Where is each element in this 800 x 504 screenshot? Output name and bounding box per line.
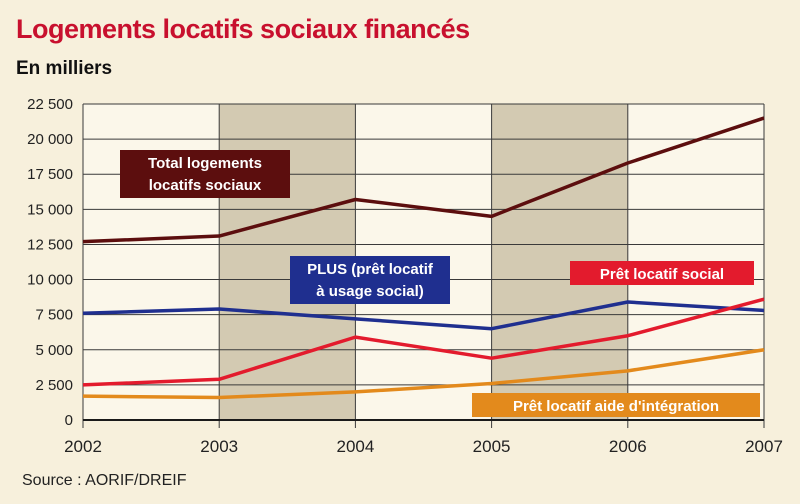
series-label-text: Prêt locatif social bbox=[600, 266, 724, 283]
series-label-box-1 bbox=[290, 256, 450, 304]
series-line-3 bbox=[82, 348, 765, 400]
y-axis-unit-label: En milliers bbox=[16, 58, 113, 79]
series-label-text: Total logements bbox=[148, 155, 262, 172]
series-line-0 bbox=[82, 116, 765, 244]
series-label-text: PLUS (prêt locatif bbox=[307, 261, 434, 278]
series-label-text: à usage social) bbox=[316, 283, 424, 300]
source-note: Source : AORIF/DREIF bbox=[22, 472, 187, 489]
y-tick-label: 12 500 bbox=[27, 236, 73, 253]
series-label-text: Prêt locatif aide d'intégration bbox=[513, 398, 719, 415]
y-tick-label: 5 000 bbox=[35, 342, 73, 359]
series-line-2 bbox=[82, 297, 765, 387]
y-tick-label: 10 000 bbox=[27, 272, 73, 289]
x-tick-label: 2006 bbox=[609, 437, 647, 456]
series-label-box-2 bbox=[570, 261, 754, 285]
y-tick-label: 22 500 bbox=[27, 96, 73, 113]
x-tick-label: 2005 bbox=[473, 437, 511, 456]
series-label-text: locatifs sociaux bbox=[149, 177, 262, 194]
chart-title: Logements locatifs sociaux financés bbox=[16, 14, 470, 44]
y-tick-label: 7 500 bbox=[35, 307, 73, 324]
y-tick-label: 0 bbox=[65, 412, 73, 429]
x-tick-label: 2003 bbox=[200, 437, 238, 456]
x-tick-label: 2004 bbox=[336, 437, 374, 456]
y-tick-label: 2 500 bbox=[35, 377, 73, 394]
series-line-1 bbox=[82, 300, 765, 331]
series-label-box-3 bbox=[472, 393, 760, 417]
x-tick-label: 2007 bbox=[745, 437, 783, 456]
series-label-box-0 bbox=[120, 150, 290, 198]
x-tick-label: 2002 bbox=[64, 437, 102, 456]
y-tick-label: 15 000 bbox=[27, 201, 73, 218]
y-tick-label: 17 500 bbox=[27, 166, 73, 183]
y-tick-label: 20 000 bbox=[27, 131, 73, 148]
